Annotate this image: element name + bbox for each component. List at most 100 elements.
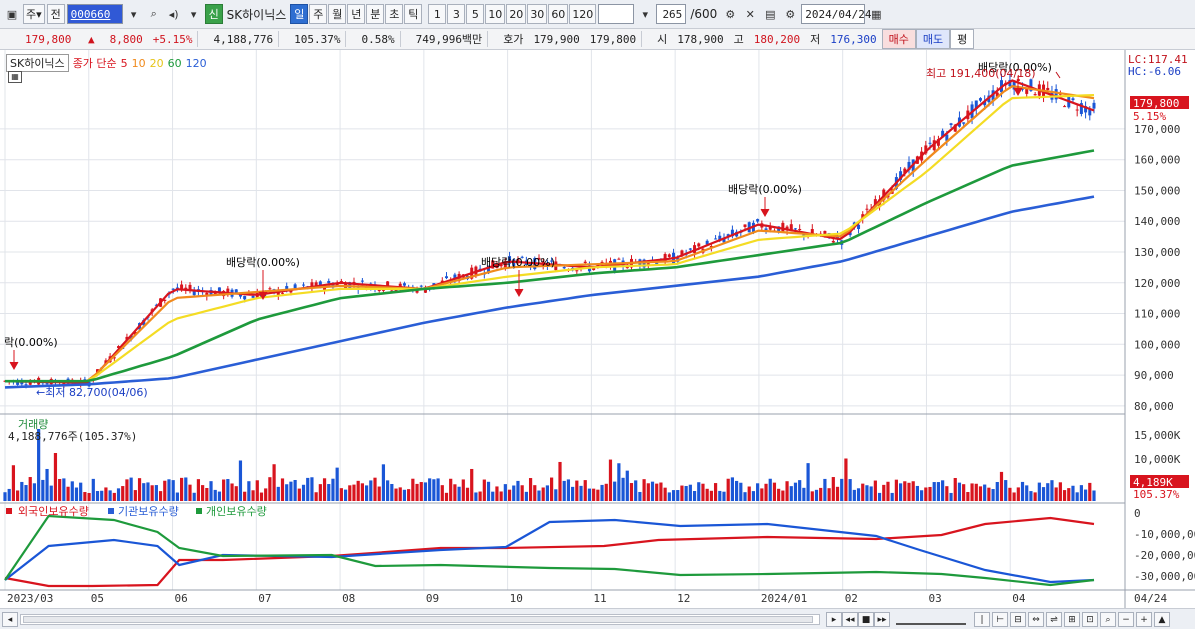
period-tab[interactable]: 주: [309, 4, 328, 24]
sell-button[interactable]: 매도: [915, 29, 951, 49]
candle-body: [726, 234, 730, 237]
calendar-icon[interactable]: ▦: [871, 7, 882, 21]
date-input[interactable]: 2024/04/24: [801, 4, 872, 24]
interval-custom-input[interactable]: [598, 4, 635, 24]
period-tab[interactable]: 초: [385, 4, 404, 24]
candle-body: [857, 224, 861, 230]
volume-bar: [449, 478, 453, 501]
volume-bar: [213, 489, 217, 501]
volume-bar: [861, 483, 865, 501]
eval-button[interactable]: 평: [950, 29, 975, 49]
volume-bar: [713, 483, 718, 501]
volume-bar: [575, 480, 579, 501]
candle-body: [1075, 109, 1079, 111]
legend-ma5[interactable]: 5: [120, 56, 128, 70]
interval-button[interactable]: 20: [506, 4, 527, 24]
candle-body: [743, 224, 747, 227]
layout-icon[interactable]: ▣: [6, 7, 18, 21]
legend-ma20[interactable]: 20: [149, 56, 164, 70]
legend-ma120[interactable]: 120: [185, 56, 207, 70]
hbar-icon[interactable]: |: [974, 612, 990, 627]
candle-body: [348, 282, 352, 288]
foreign-holding-legend: 외국인보유수량: [18, 505, 89, 518]
fit-icon[interactable]: ⊟: [1010, 612, 1026, 627]
speaker-icon[interactable]: ◂): [168, 7, 179, 21]
candle-body: [592, 267, 596, 271]
scroll-track[interactable]: [20, 614, 820, 625]
volume-bar: [1054, 487, 1058, 501]
period-tab[interactable]: 틱: [404, 4, 423, 24]
volume-bar: [764, 483, 768, 501]
step-back-icon[interactable]: ◂◂: [842, 612, 858, 627]
period-tab[interactable]: 월: [328, 4, 347, 24]
interval-button[interactable]: 120: [569, 4, 597, 24]
range-icon[interactable]: ⊢: [992, 612, 1008, 627]
candle-body: [831, 240, 835, 243]
legend-ma60[interactable]: 60: [167, 56, 182, 70]
volume-bar: [533, 485, 537, 501]
candle-body: [928, 142, 932, 144]
volume-bar: [280, 478, 285, 501]
shrink-icon[interactable]: ⇌: [1046, 612, 1062, 627]
candle-body: [1033, 94, 1037, 96]
interval-button[interactable]: 1: [428, 4, 447, 24]
type-select[interactable]: 전: [46, 4, 65, 24]
volume-bar: [192, 492, 196, 501]
expand-icon[interactable]: ⇔: [1028, 612, 1044, 627]
volume-bar: [465, 487, 470, 501]
chevron-down-icon[interactable]: ▾: [190, 7, 197, 21]
cursor-icon[interactable]: ▲: [1154, 612, 1170, 627]
volume-bar: [1037, 482, 1041, 501]
period-tab[interactable]: 분: [366, 4, 385, 24]
price-chart[interactable]: 170,000 160,000 150,000 140,000 130,000 120,0…: [0, 50, 1195, 629]
zoom-slider[interactable]: [896, 613, 966, 625]
zoom-out-icon[interactable]: −: [1118, 612, 1134, 627]
volume-bar: [676, 490, 680, 501]
interval-button[interactable]: 10: [485, 4, 506, 24]
interval-button[interactable]: 5: [466, 4, 485, 24]
volume-bar: [886, 481, 890, 501]
interval-button[interactable]: 30: [527, 4, 548, 24]
volume-bar: [121, 486, 125, 501]
chevron-down-icon[interactable]: ▾: [642, 7, 649, 21]
market-select[interactable]: 주 ▾: [23, 4, 45, 24]
volume-bar: [856, 488, 861, 501]
period-tab[interactable]: 년: [347, 4, 366, 24]
candle-body: [1046, 87, 1050, 91]
interval-button[interactable]: 3: [447, 4, 466, 24]
grid-icon[interactable]: ⊡: [1082, 612, 1098, 627]
legend-ma10[interactable]: 10: [131, 56, 146, 70]
search-icon[interactable]: ⌕: [150, 7, 157, 20]
volume-bar: [516, 480, 520, 501]
stock-code-input[interactable]: 000660: [66, 4, 123, 24]
scroll-thumb[interactable]: [23, 616, 813, 623]
chart-tools-icon[interactable]: ⚙: [725, 7, 736, 21]
scroll-right-icon[interactable]: ▸: [826, 612, 842, 627]
scroll-left-icon[interactable]: ◂: [2, 612, 18, 627]
volume-bar: [945, 486, 949, 501]
zoom-in-icon[interactable]: +: [1136, 612, 1152, 627]
volume-bar: [663, 487, 667, 501]
crosshair-icon[interactable]: ✕: [745, 7, 755, 21]
play-icon[interactable]: ▸▸: [874, 612, 890, 627]
stop-icon[interactable]: ■: [858, 612, 874, 627]
interval-button[interactable]: 60: [548, 4, 569, 24]
volume-panel-title: 거래량: [18, 418, 48, 431]
save-icon[interactable]: ▤: [765, 7, 776, 21]
holding-tick-label: -30,000,00: [1134, 570, 1195, 583]
count-input[interactable]: 265: [656, 4, 687, 24]
tile-icon[interactable]: ⊞: [1064, 612, 1080, 627]
chart-scrollbar: ◂ ▸ ◂◂ ■ ▸▸ | ⊢ ⊟ ⇔ ⇌ ⊞ ⊡ ⌕ − + ▲: [0, 608, 1195, 629]
table-icon[interactable]: ▦: [8, 71, 22, 83]
volume-bar: [272, 464, 276, 501]
period-tab[interactable]: 일: [290, 4, 309, 24]
volume-bar: [398, 487, 402, 501]
candle-body: [810, 229, 814, 234]
gear-icon[interactable]: ⚙: [785, 7, 796, 21]
zoom-search-icon[interactable]: ⌕: [1100, 612, 1116, 627]
buy-button[interactable]: 매수: [881, 29, 916, 49]
volume-bar: [571, 486, 575, 501]
volume-bar: [402, 489, 407, 501]
dropdown-icon[interactable]: ▾: [130, 7, 137, 21]
volume-bar: [222, 479, 226, 501]
